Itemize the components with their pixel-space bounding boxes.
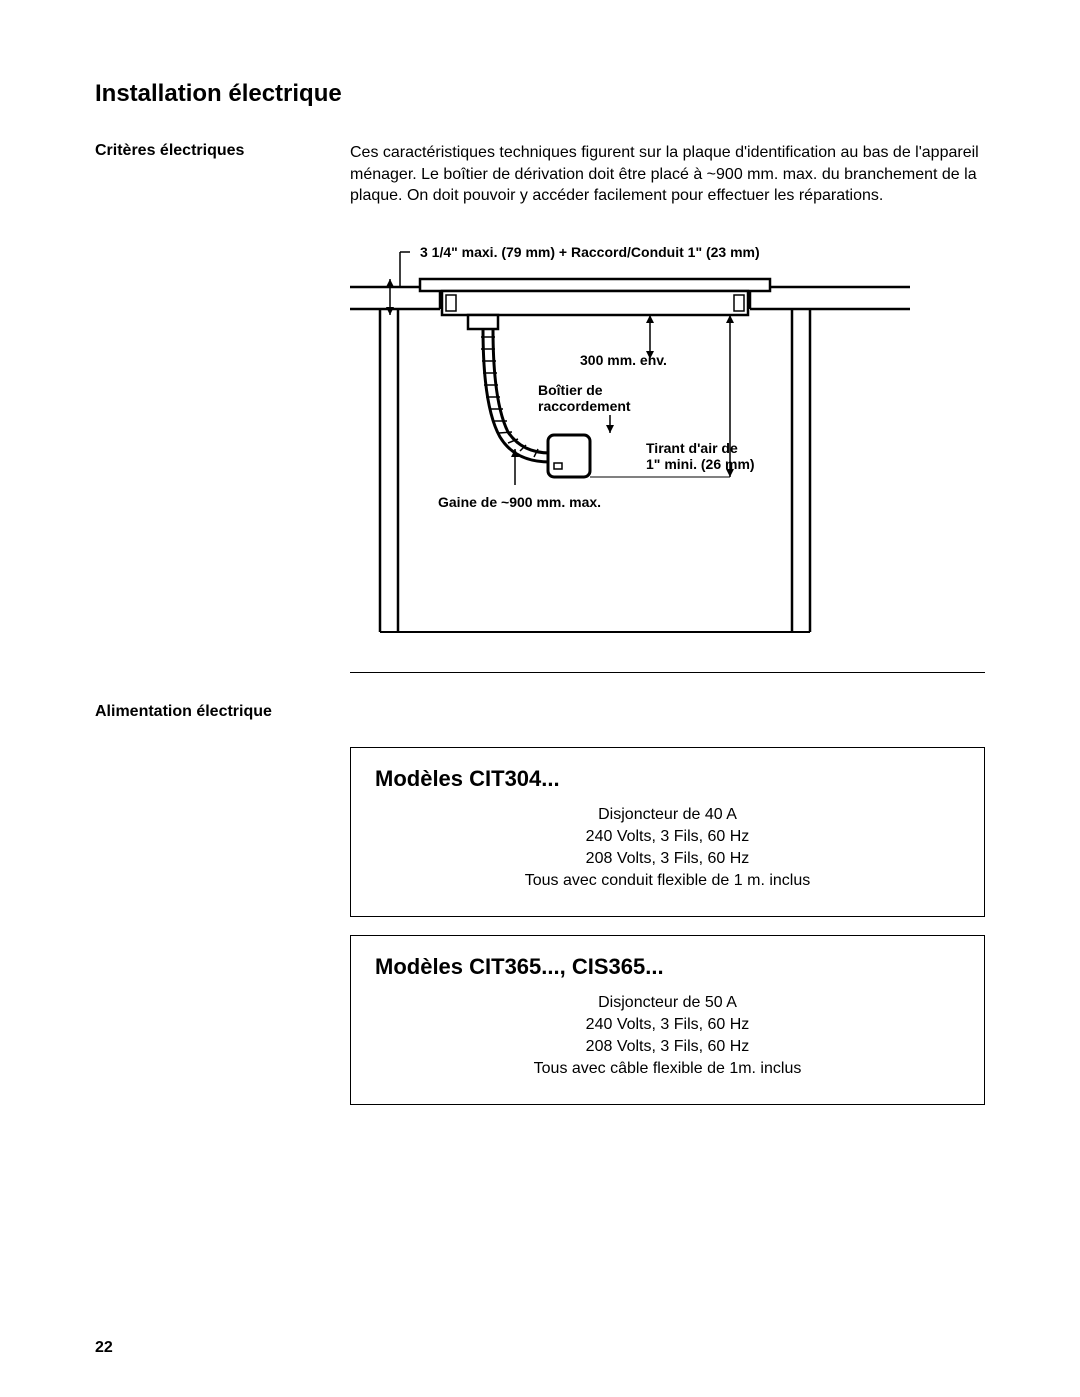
page-title: Installation électrique: [95, 80, 985, 108]
installation-diagram: 3 1/4" maxi. (79 mm) + Raccord/Conduit 1…: [350, 237, 985, 642]
criteria-text: Ces caractéristiques techniques figurent…: [350, 142, 985, 207]
separator-line: [350, 672, 985, 673]
criteria-section: Critères électriques Ces caractéristique…: [95, 142, 985, 207]
supply-label: Alimentation électrique: [95, 703, 350, 721]
diagram-box-label-1: Boîtier de: [538, 382, 603, 398]
model-0-line-0: Disjoncteur de 40 A: [375, 806, 960, 824]
model-title-0: Modèles CIT304...: [375, 766, 960, 792]
document-page: Installation électrique Critères électri…: [0, 0, 1080, 1397]
model-box-0: Modèles CIT304... Disjoncteur de 40 A 24…: [350, 747, 985, 917]
diagram-tirant-1: Tirant d'air de: [646, 440, 738, 456]
page-number: 22: [95, 1339, 113, 1357]
diagram-bottom-label: Gaine de ~900 mm. max.: [438, 494, 601, 510]
model-0-line-2: 208 Volts, 3 Fils, 60 Hz: [375, 850, 960, 868]
diagram-tirant-2: 1" mini. (26 mm): [646, 456, 755, 472]
model-title-1: Modèles CIT365..., CIS365...: [375, 954, 960, 980]
diagram-box-label-2: raccordement: [538, 398, 631, 414]
model-1-line-0: Disjoncteur de 50 A: [375, 994, 960, 1012]
model-1-line-1: 240 Volts, 3 Fils, 60 Hz: [375, 1016, 960, 1034]
supply-section: Alimentation électrique: [95, 703, 985, 721]
model-box-1: Modèles CIT365..., CIS365... Disjoncteur…: [350, 935, 985, 1105]
diagram-top-label: 3 1/4" maxi. (79 mm) + Raccord/Conduit 1…: [420, 244, 760, 260]
model-1-line-2: 208 Volts, 3 Fils, 60 Hz: [375, 1038, 960, 1056]
model-1-line-3: Tous avec câble flexible de 1m. inclus: [375, 1060, 960, 1078]
model-0-line-3: Tous avec conduit flexible de 1 m. inclu…: [375, 872, 960, 890]
model-0-line-1: 240 Volts, 3 Fils, 60 Hz: [375, 828, 960, 846]
diagram-mid-label: 300 mm. env.: [580, 352, 667, 368]
criteria-label: Critères électriques: [95, 142, 350, 207]
